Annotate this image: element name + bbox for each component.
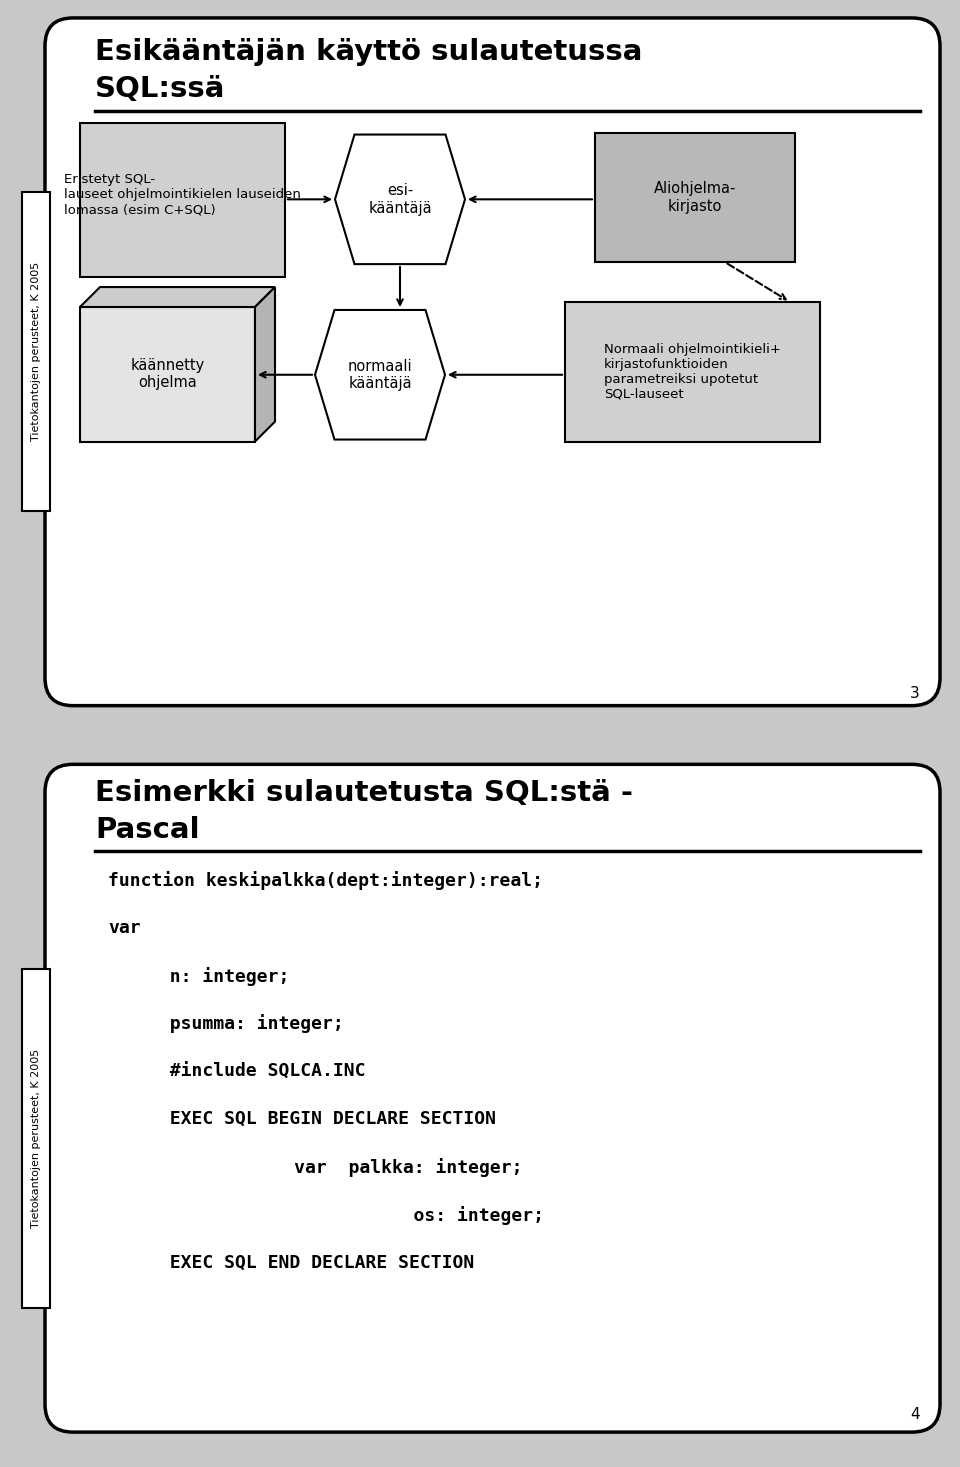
FancyBboxPatch shape — [22, 968, 50, 1307]
FancyBboxPatch shape — [45, 764, 940, 1432]
Polygon shape — [80, 288, 275, 307]
Text: Normaali ohjelmointikieli+
kirjastofunktioiden
parametreiksi upotetut
SQL-lausee: Normaali ohjelmointikieli+ kirjastofunkt… — [604, 343, 780, 400]
Text: #include SQLCA.INC: #include SQLCA.INC — [148, 1062, 366, 1080]
Text: var: var — [108, 918, 140, 937]
Text: 3: 3 — [910, 685, 920, 701]
FancyBboxPatch shape — [22, 192, 50, 512]
Polygon shape — [255, 288, 275, 442]
Text: n: integer;: n: integer; — [148, 967, 289, 986]
Polygon shape — [80, 307, 255, 442]
Text: SQL:ssä: SQL:ssä — [95, 75, 226, 103]
FancyBboxPatch shape — [45, 18, 940, 706]
Text: Aliohjelma-
kirjasto: Aliohjelma- kirjasto — [654, 180, 736, 214]
Text: EXEC SQL END DECLARE SECTION: EXEC SQL END DECLARE SECTION — [148, 1254, 474, 1272]
Text: Tietokantojen perusteet, K 2005: Tietokantojen perusteet, K 2005 — [31, 263, 41, 442]
Polygon shape — [315, 310, 445, 440]
Text: normaali
kääntäjä: normaali kääntäjä — [348, 358, 412, 390]
FancyBboxPatch shape — [595, 132, 795, 263]
FancyBboxPatch shape — [565, 302, 820, 442]
Text: 4: 4 — [910, 1407, 920, 1422]
Text: psumma: integer;: psumma: integer; — [148, 1015, 344, 1033]
Text: Esimerkki sulautetusta SQL:stä -: Esimerkki sulautetusta SQL:stä - — [95, 779, 633, 807]
Text: var  palkka: integer;: var palkka: integer; — [218, 1157, 522, 1177]
Text: käännetty
ohjelma: käännetty ohjelma — [131, 358, 204, 390]
Text: os: integer;: os: integer; — [283, 1206, 544, 1225]
FancyBboxPatch shape — [80, 123, 285, 277]
Polygon shape — [335, 135, 465, 264]
Text: Pascal: Pascal — [95, 816, 200, 844]
Text: EXEC SQL BEGIN DECLARE SECTION: EXEC SQL BEGIN DECLARE SECTION — [148, 1111, 496, 1128]
Text: esi-
kääntäjä: esi- kääntäjä — [369, 183, 432, 216]
Text: Eristetyt SQL-
lauseet ohjelmointikielen lauseiden
lomassa (esim C+SQL): Eristetyt SQL- lauseet ohjelmointikielen… — [64, 173, 300, 216]
Text: Tietokantojen perusteet, K 2005: Tietokantojen perusteet, K 2005 — [31, 1049, 41, 1228]
Text: function keskipalkka(dept:integer):real;: function keskipalkka(dept:integer):real; — [108, 871, 543, 890]
Text: Esikääntäjän käyttö sulautetussa: Esikääntäjän käyttö sulautetussa — [95, 38, 642, 66]
